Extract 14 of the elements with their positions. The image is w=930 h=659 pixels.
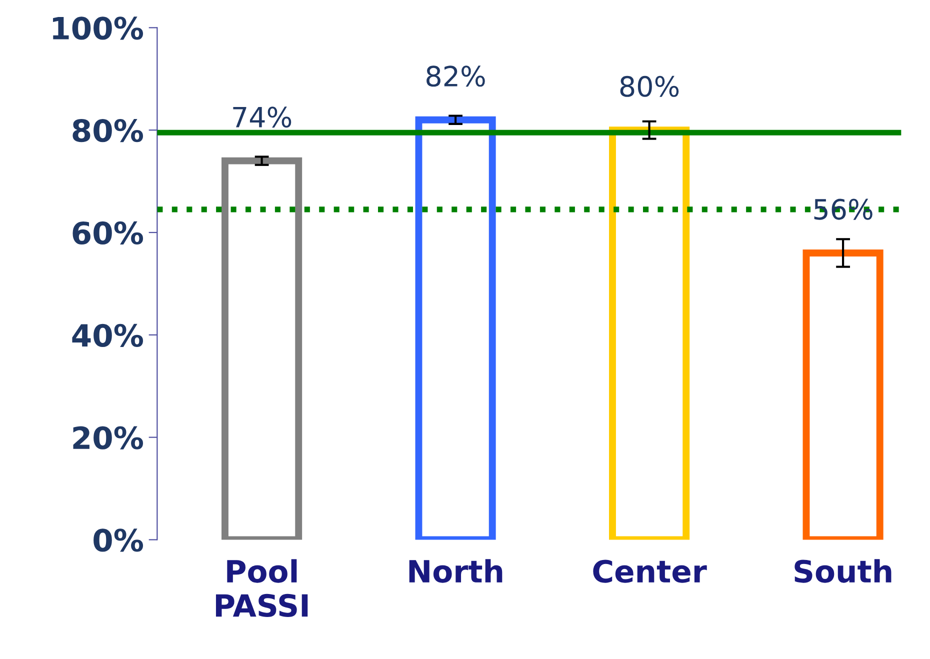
y-tick-label: 40% <box>72 324 144 347</box>
data-label: 56% <box>814 198 872 220</box>
x-tick-label: South <box>794 559 892 583</box>
data-label: 80% <box>620 76 679 97</box>
data-label: 82% <box>426 66 485 87</box>
data-label: 74% <box>233 106 292 128</box>
x-tick-label: North <box>409 559 502 583</box>
x-tick-label: Pool PASSI <box>216 559 308 618</box>
y-tick-label: 0% <box>94 528 143 552</box>
y-tick-label: 100% <box>53 16 144 40</box>
x-tick-label: Center <box>593 560 707 583</box>
y-tick-label: 60% <box>72 221 144 245</box>
y-tick-label: 80% <box>72 119 144 142</box>
y-tick-label: 20% <box>73 426 144 450</box>
